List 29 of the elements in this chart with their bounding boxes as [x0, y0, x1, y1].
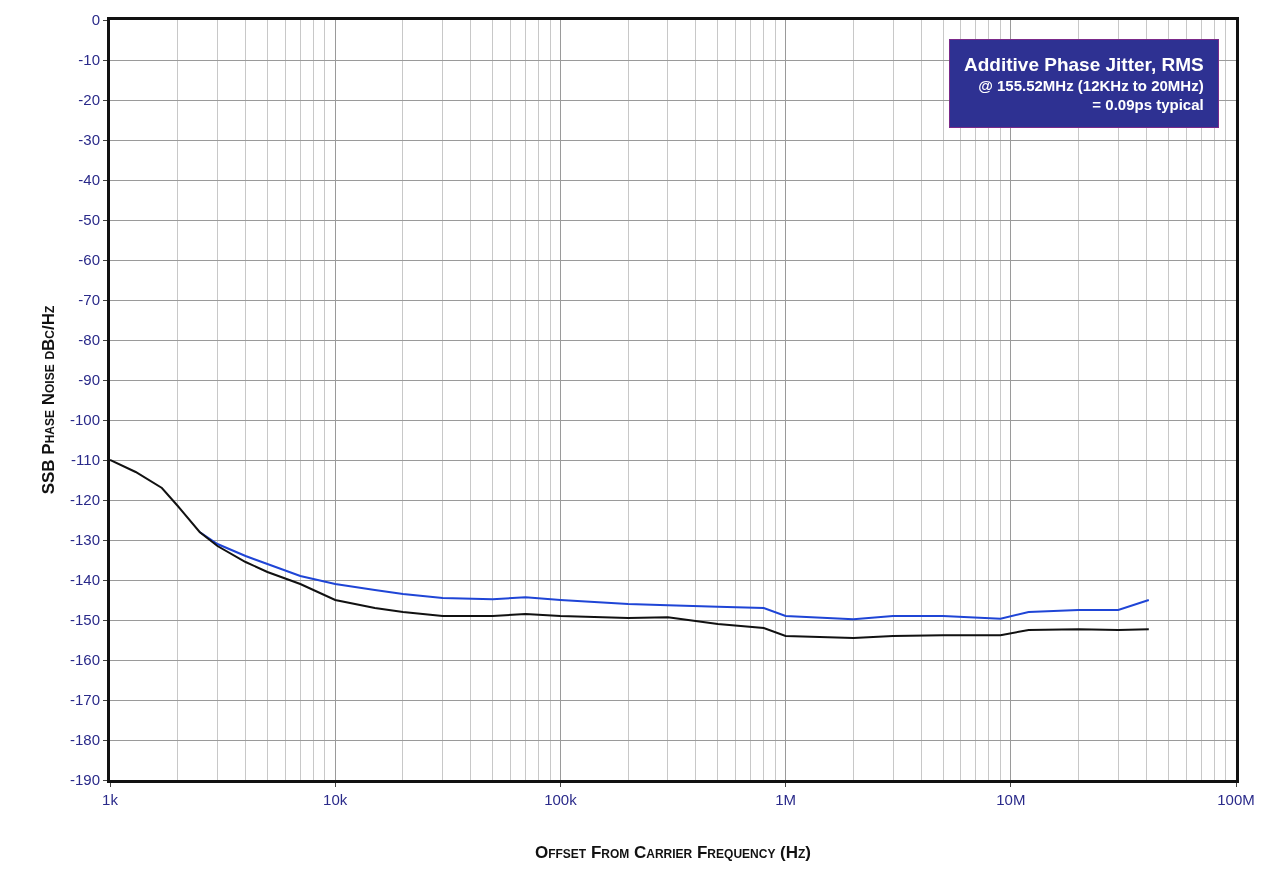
y-tick-label: -40: [78, 171, 100, 189]
y-tick-label: -90: [78, 371, 100, 389]
y-tick-label: -20: [78, 91, 100, 109]
y-tick-label: 0: [91, 11, 100, 29]
y-tick-label: -110: [71, 451, 100, 469]
y-tick-label: -80: [78, 331, 100, 349]
x-tick-label: 100M: [1217, 791, 1255, 808]
y-tick-label: -70: [78, 291, 100, 309]
y-tick-label: -160: [69, 651, 100, 669]
x-tick-label: 10k: [323, 791, 348, 808]
y-tick-label: -140: [69, 571, 100, 589]
x-tick-label: 1M: [775, 791, 797, 808]
y-tick-label: -120: [69, 491, 100, 509]
annotation: Additive Phase Jitter, RMS @ 155.52MHz (12KHz to 20MHz) = 0.09ps typical: [964, 54, 1204, 113]
x-tick-label: 10M: [996, 791, 1026, 808]
x-tick-label: 100k: [544, 791, 578, 808]
y-tick-label: -50: [78, 211, 100, 229]
x-tick-label: 1k: [102, 791, 119, 808]
y-tick-label: -180: [69, 731, 100, 749]
y-tick-label: -10: [78, 51, 100, 69]
y-tick-label: -190: [69, 771, 100, 789]
y-tick-label: -100: [69, 411, 100, 429]
y-tick-label: -30: [78, 131, 100, 149]
y-tick-label: -60: [78, 251, 100, 269]
y-tick-label: -150: [69, 611, 100, 629]
y-axis-title: SSB Phase Noise dBc/Hz: [38, 305, 58, 495]
y-tick-label: -130: [69, 531, 100, 549]
y-tick-label: -170: [69, 691, 100, 709]
x-axis-title: Offset From Carrier Frequency (Hz): [534, 843, 812, 863]
